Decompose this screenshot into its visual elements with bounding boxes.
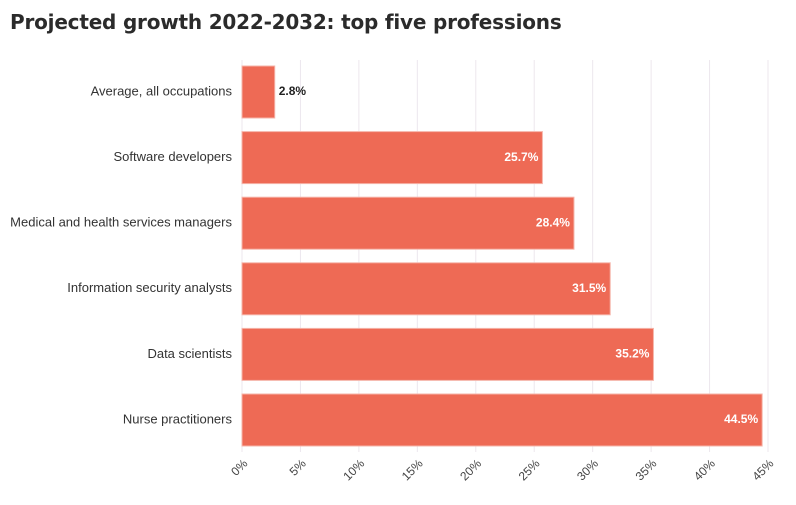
category-labels: Average, all occupations Software develop…: [10, 83, 232, 426]
category-label: Information security analysts: [67, 280, 232, 295]
category-label: Average, all occupations: [91, 83, 233, 98]
x-tick-label: 0%: [228, 456, 250, 478]
x-tick-label: 25%: [516, 456, 543, 483]
x-tick-label: 15%: [399, 456, 426, 483]
value-label: 2.8%: [279, 84, 307, 98]
bar: [241, 131, 543, 185]
x-tick-label: 35%: [633, 456, 660, 483]
category-label: Medical and health services managers: [10, 215, 232, 230]
category-label: Nurse practitioners: [123, 411, 233, 426]
value-label: 25.7%: [504, 150, 538, 164]
x-tick-label: 5%: [287, 456, 309, 478]
value-label: 28.4%: [536, 215, 570, 229]
x-tick-label: 20%: [457, 456, 484, 483]
category-label: Software developers: [113, 149, 232, 164]
value-labels: 2.8% 25.7% 28.4% 31.5% 35.2% 44.5%: [279, 84, 759, 426]
chart-title: Projected growth 2022-2032: top five pro…: [10, 10, 562, 34]
bar: [241, 196, 575, 250]
value-label: 35.2%: [615, 347, 649, 361]
bar: [241, 327, 654, 381]
bar: [241, 393, 763, 447]
x-tick-label: 40%: [691, 456, 718, 483]
x-tick-label: 10%: [340, 456, 367, 483]
x-axis-ticks: 0% 5% 10% 15% 20% 25% 30% 35% 40% 45%: [228, 456, 776, 483]
category-label: Data scientists: [147, 346, 232, 361]
value-label: 44.5%: [724, 412, 758, 426]
value-label: 31.5%: [572, 281, 606, 295]
grid-lines: [241, 60, 769, 452]
bars: [241, 65, 763, 447]
bar: [241, 65, 276, 119]
x-tick-label: 45%: [749, 456, 776, 483]
bar: [241, 262, 611, 316]
x-tick-label: 30%: [574, 456, 601, 483]
